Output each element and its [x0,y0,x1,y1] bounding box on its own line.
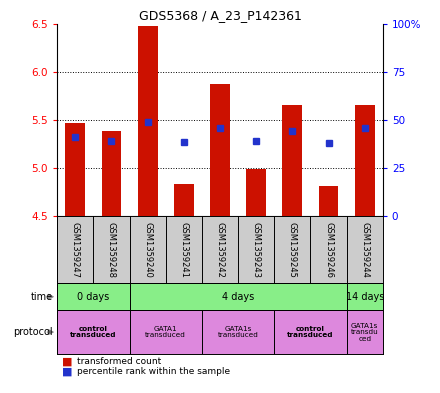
Bar [57,310,129,354]
Text: GSM1359245: GSM1359245 [288,222,297,277]
Title: GDS5368 / A_23_P142361: GDS5368 / A_23_P142361 [139,9,301,22]
Text: time: time [31,292,53,302]
Text: control
transduced: control transduced [287,326,334,338]
Text: GATA1s
transduced: GATA1s transduced [218,326,259,338]
Bar [210,84,230,216]
Bar [274,310,347,354]
Text: GSM1359242: GSM1359242 [216,222,224,277]
Text: GATA1
transduced: GATA1 transduced [145,326,186,338]
Bar [246,169,266,216]
Text: GATA1s
transdu
ced: GATA1s transdu ced [351,323,378,342]
Text: 14 days: 14 days [345,292,384,302]
Text: GSM1359243: GSM1359243 [252,222,260,277]
Bar [282,105,302,216]
Bar [66,123,85,216]
Bar [319,186,338,216]
Text: 0 days: 0 days [77,292,110,302]
Text: 4 days: 4 days [222,292,254,302]
Text: GSM1359241: GSM1359241 [180,222,188,277]
Bar [57,283,129,310]
Text: percentile rank within the sample: percentile rank within the sample [77,367,230,376]
Text: GSM1359248: GSM1359248 [107,222,116,277]
Text: GSM1359247: GSM1359247 [71,222,80,277]
Bar [129,283,347,310]
Text: ■: ■ [62,366,72,376]
Bar [202,310,274,354]
Text: ■: ■ [62,356,72,367]
Text: protocol: protocol [13,327,53,337]
Bar [102,131,121,216]
Bar [347,283,383,310]
Bar [355,105,375,216]
Text: GSM1359246: GSM1359246 [324,222,333,277]
Text: GSM1359240: GSM1359240 [143,222,152,277]
Bar [129,310,202,354]
Bar [347,310,383,354]
Bar [174,184,194,216]
Bar [138,26,158,216]
Text: control
transduced: control transduced [70,326,117,338]
Text: GSM1359244: GSM1359244 [360,222,369,277]
Text: transformed count: transformed count [77,357,161,366]
